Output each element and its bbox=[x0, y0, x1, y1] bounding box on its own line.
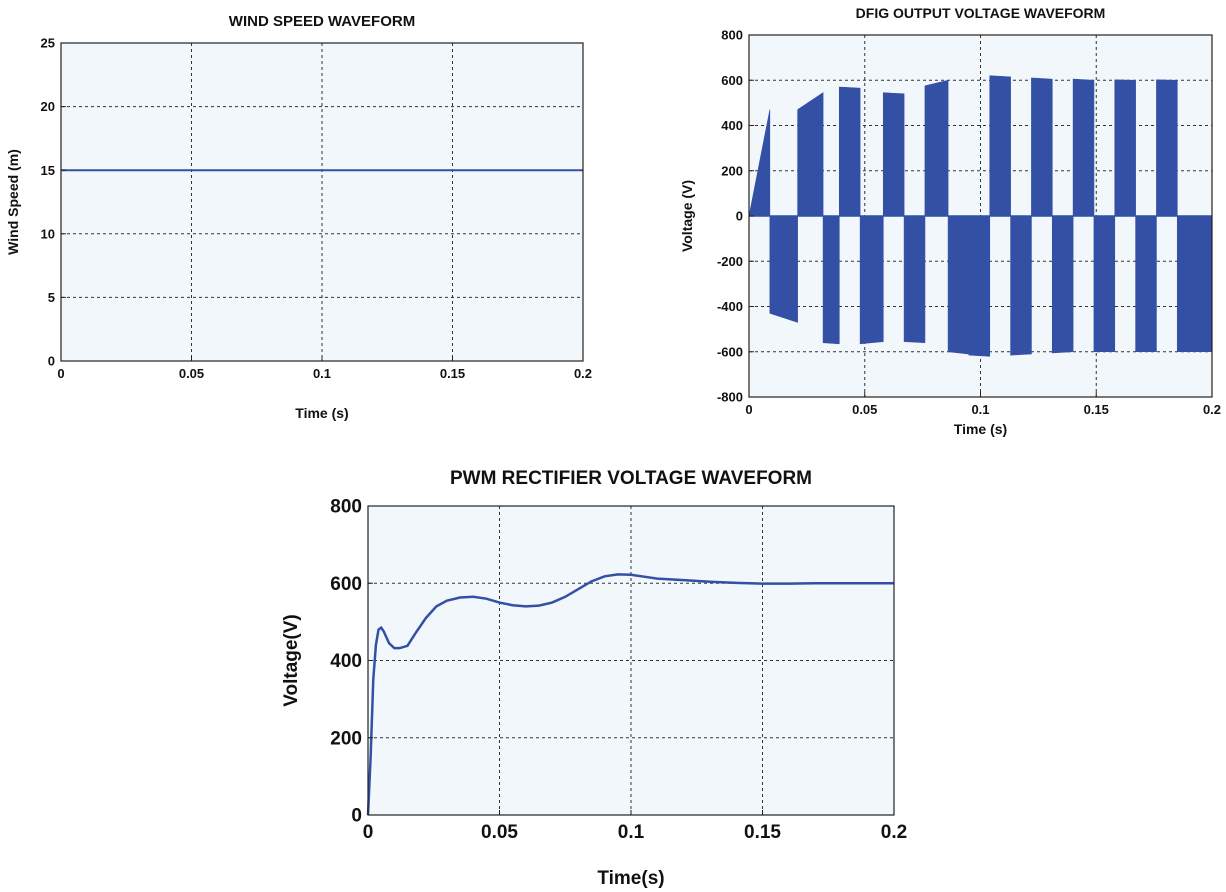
chart-title: WIND SPEED WAVEFORM bbox=[229, 13, 415, 30]
voltage-segment bbox=[1072, 78, 1095, 217]
voltage-segment bbox=[882, 92, 905, 217]
voltage-segment bbox=[903, 215, 926, 344]
chart-2: 0 0.05 0.1 0.15 0.2 -800 -600 -400 -200 0 200 400 60… bbox=[679, 5, 1221, 437]
y-tick-label: 0 bbox=[736, 209, 743, 224]
y-tick-label: 20 bbox=[41, 99, 55, 114]
voltage-segment bbox=[1010, 215, 1032, 356]
x-tick-label: 0 bbox=[745, 402, 752, 417]
chart-title: PWM RECTIFIER VOLTAGE WAVEFORM bbox=[450, 468, 812, 489]
y-tick-label: 15 bbox=[41, 163, 55, 178]
voltage-segment bbox=[924, 79, 949, 217]
voltage-segment bbox=[838, 86, 861, 217]
x-tick-label: 0.05 bbox=[481, 822, 518, 843]
chart-title: DFIG OUTPUT VOLTAGE WAVEFORM bbox=[856, 5, 1106, 21]
y-axis-label: Wind Speed (m) bbox=[5, 149, 21, 255]
y-axis-label: Voltage(V) bbox=[281, 614, 302, 707]
x-tick-label: 0.1 bbox=[313, 366, 331, 381]
y-tick-label: -800 bbox=[717, 390, 743, 405]
y-tick-label: 0 bbox=[351, 806, 362, 827]
voltage-segment bbox=[1156, 79, 1178, 217]
voltage-segment bbox=[947, 215, 970, 355]
y-tick-label: 800 bbox=[721, 28, 743, 43]
y-tick-label: 400 bbox=[330, 651, 362, 672]
x-tick-label: 0.2 bbox=[1203, 402, 1221, 417]
voltage-segment bbox=[1031, 77, 1053, 217]
y-tick-label: 10 bbox=[41, 226, 55, 241]
voltage-segment bbox=[1051, 215, 1074, 354]
y-tick-label: 400 bbox=[721, 118, 743, 133]
y-tick-label: 200 bbox=[330, 728, 362, 749]
voltage-segment bbox=[859, 215, 884, 345]
chart-1: 0 0.05 0.1 0.15 0.2 0 5 10 15 20 25 WIND SPEED WAVE… bbox=[5, 13, 592, 421]
voltage-segment bbox=[797, 92, 824, 217]
voltage-segment bbox=[968, 215, 991, 357]
voltage-segment bbox=[1114, 79, 1136, 217]
voltage-segment bbox=[1135, 215, 1157, 353]
x-tick-label: 0.1 bbox=[971, 402, 989, 417]
y-tick-label: 0 bbox=[48, 354, 55, 369]
x-tick-label: 0.15 bbox=[744, 822, 781, 843]
y-tick-label: 200 bbox=[721, 163, 743, 178]
y-tick-label: 600 bbox=[330, 574, 362, 595]
x-axis-label: Time(s) bbox=[597, 868, 664, 889]
y-tick-label: 5 bbox=[48, 290, 55, 305]
x-tick-label: 0 bbox=[363, 822, 374, 843]
x-tick-label: 0 bbox=[57, 366, 64, 381]
y-axis-label: Voltage (V) bbox=[679, 180, 695, 252]
y-tick-label: -400 bbox=[717, 299, 743, 314]
voltage-segment bbox=[1093, 215, 1116, 353]
x-axis-label: Time (s) bbox=[954, 421, 1007, 437]
x-tick-label: 0.15 bbox=[1084, 402, 1109, 417]
voltage-segment bbox=[989, 75, 1011, 217]
voltage-segment bbox=[769, 215, 798, 323]
y-tick-label: 25 bbox=[41, 36, 55, 51]
y-tick-label: 600 bbox=[721, 73, 743, 88]
y-tick-label: -200 bbox=[717, 254, 743, 269]
x-tick-label: 0.05 bbox=[852, 402, 877, 417]
series-line bbox=[366, 573, 894, 816]
voltage-segment bbox=[1176, 215, 1213, 353]
x-tick-label: 0.2 bbox=[574, 366, 592, 381]
x-tick-label: 0.1 bbox=[618, 822, 645, 843]
x-tick-label: 0.2 bbox=[881, 822, 907, 843]
x-tick-label: 0.15 bbox=[440, 366, 465, 381]
y-tick-label: 800 bbox=[330, 497, 362, 518]
chart-3: 0 0.05 0.1 0.15 0.2 0 200 400 600 800 PWM RECTIFIE… bbox=[281, 468, 907, 889]
voltage-segment bbox=[822, 215, 840, 345]
y-tick-label: -600 bbox=[717, 344, 743, 359]
x-tick-label: 0.05 bbox=[179, 366, 204, 381]
x-axis-label: Time (s) bbox=[295, 405, 348, 421]
